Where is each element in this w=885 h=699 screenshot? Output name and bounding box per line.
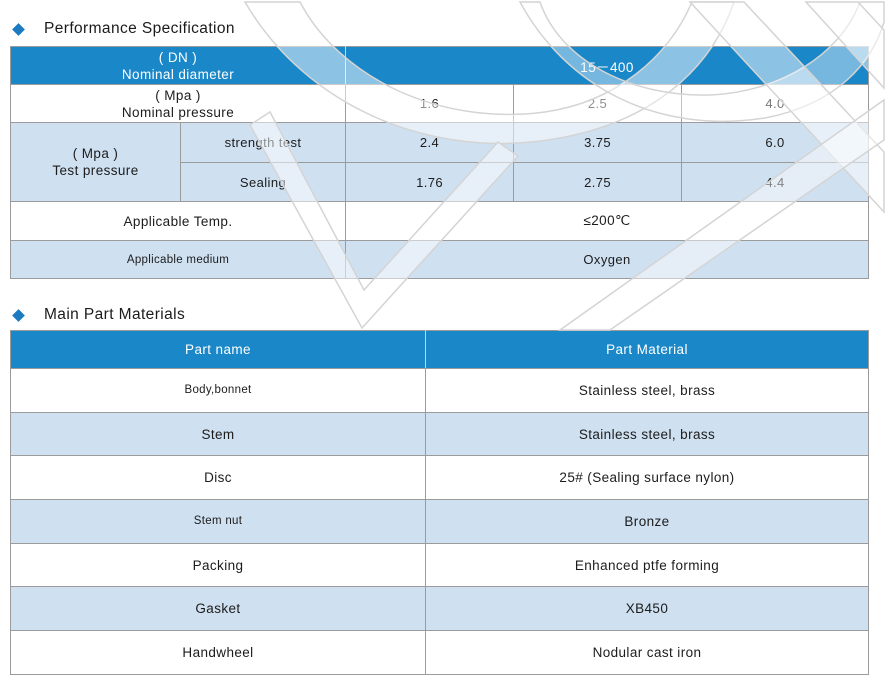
applicable-temp-value-cell: ≤200℃ — [345, 201, 870, 241]
nominal-pressure-value-cell: 2.5 — [513, 84, 683, 123]
performance-spec-table: ( DN ) Nominal diameter 15－400 ( Mpa ) N… — [9, 46, 870, 279]
np-line1: ( Mpa ) — [155, 87, 201, 103]
part-material-cell: Bronze — [425, 499, 869, 544]
material-row: Packing Enhanced ptfe forming — [10, 542, 869, 588]
part-name-cell: Packing — [10, 542, 426, 588]
applicable-medium-value-cell: Oxygen — [345, 240, 870, 279]
strength-test-value-cell: 6.0 — [681, 122, 870, 163]
nominal-pressure-row: ( Mpa ) Nominal pressure 1.6 2.5 4.0 — [9, 84, 870, 123]
part-material-cell: Stainless steel, brass — [425, 411, 869, 457]
applicable-temp-label-cell: Applicable Temp. — [9, 201, 347, 241]
strength-test-value-cell: 3.75 — [513, 122, 683, 163]
test-pressure-label-cell: ( Mpa ) Test pressure — [10, 122, 181, 202]
applicable-medium-row: Applicable medium Oxygen — [9, 240, 870, 279]
material-row: Disc 25# (Sealing surface nylon) — [10, 455, 869, 501]
tp-line2: Test pressure — [52, 163, 139, 178]
part-material-cell: Stainless steel, brass — [425, 368, 869, 413]
part-material-header-cell: Part Material — [425, 330, 869, 369]
strength-test-row: ( Mpa ) Test pressure strength test 2.4 … — [10, 122, 870, 202]
section-title-text: Main Part Materials — [44, 306, 186, 323]
diamond-bullet-icon — [12, 22, 25, 36]
part-name-cell: Stem — [10, 411, 426, 457]
strength-test-label-cell: strength test — [179, 122, 347, 163]
dn-line1: ( DN ) — [158, 49, 198, 65]
main-part-materials-table: Part name Part Material Body,bonnet Stai… — [10, 330, 869, 675]
part-name-cell: Body,bonnet — [10, 368, 426, 413]
part-name-header-cell: Part name — [10, 330, 426, 369]
applicable-medium-label-cell: Applicable medium — [9, 240, 347, 279]
nominal-pressure-value-cell: 1.6 — [345, 84, 515, 123]
part-material-cell: Nodular cast iron — [425, 630, 869, 675]
sealing-value-cell: 2.75 — [513, 162, 683, 202]
part-material-cell: XB450 — [425, 586, 869, 632]
nominal-pressure-value-cell: 4.0 — [681, 84, 870, 123]
nominal-pressure-label-cell: ( Mpa ) Nominal pressure — [9, 84, 347, 123]
part-name-cell: Disc — [10, 455, 426, 501]
part-name-cell: Stem nut — [10, 499, 426, 544]
sealing-value-cell: 4.4 — [681, 162, 870, 202]
performance-spec-title: Performance Specification — [12, 20, 235, 38]
dn-line2: Nominal diameter — [121, 66, 235, 82]
np-line2: Nominal pressure — [121, 104, 235, 120]
diamond-bullet-icon — [12, 308, 25, 322]
main-part-materials-title: Main Part Materials — [12, 306, 186, 324]
material-row: Stem Stainless steel, brass — [10, 411, 869, 457]
part-name-cell: Handwheel — [10, 630, 426, 675]
strength-test-value-cell: 2.4 — [345, 122, 515, 163]
spec-header-row: ( DN ) Nominal diameter 15－400 — [9, 46, 870, 85]
part-material-cell: 25# (Sealing surface nylon) — [425, 455, 869, 501]
section-title-text: Performance Specification — [44, 20, 235, 37]
tp-line1: ( Mpa ) — [72, 146, 119, 161]
materials-header-row: Part name Part Material — [10, 330, 869, 369]
applicable-temp-row: Applicable Temp. ≤200℃ — [9, 201, 870, 241]
sealing-label-cell: Sealing — [179, 162, 347, 202]
sealing-value-cell: 1.76 — [345, 162, 515, 202]
dn-header-cell: ( DN ) Nominal diameter — [9, 46, 347, 85]
material-row: Stem nut Bronze — [10, 499, 869, 544]
dn-range-cell: 15－400 — [345, 46, 870, 85]
material-row: Handwheel Nodular cast iron — [10, 630, 869, 675]
material-row: Body,bonnet Stainless steel, brass — [10, 368, 869, 413]
material-row: Gasket XB450 — [10, 586, 869, 632]
part-name-cell: Gasket — [10, 586, 426, 632]
part-material-cell: Enhanced ptfe forming — [425, 542, 869, 588]
